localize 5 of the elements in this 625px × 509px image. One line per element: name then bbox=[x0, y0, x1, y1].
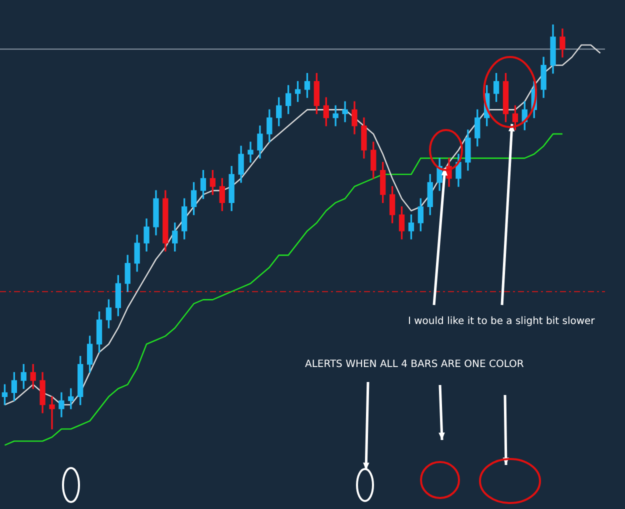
candlestick bbox=[248, 142, 254, 163]
candlestick bbox=[49, 396, 55, 430]
candlestick bbox=[342, 101, 348, 122]
annotation: I would like it to be a slight bit slower bbox=[408, 316, 595, 327]
annotation: ALERTS WHEN ALL 4 BARS ARE ONE COLOR bbox=[305, 359, 524, 370]
